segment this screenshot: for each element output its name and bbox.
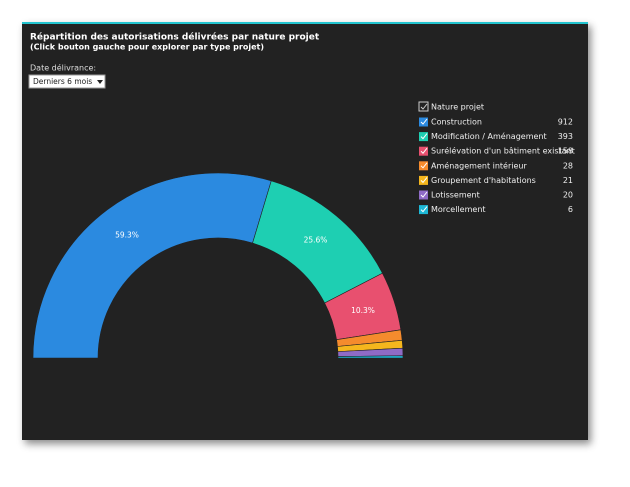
legend-title: Nature projet xyxy=(431,103,484,112)
slice-label: 10.3% xyxy=(351,306,375,315)
legend-value: 21 xyxy=(563,176,573,185)
dropdown-arrow xyxy=(97,80,103,84)
legend-label[interactable]: Surélévation d'un bâtiment existant xyxy=(431,146,575,156)
dropdown-box xyxy=(28,74,106,89)
legend-check xyxy=(420,191,428,198)
legend-label[interactable]: Groupement d'habitations xyxy=(431,176,536,185)
legend-checkbox[interactable] xyxy=(419,117,428,127)
slice-label: 59.3% xyxy=(115,231,139,240)
legend-value: 393 xyxy=(558,132,573,141)
slice-label: 25.6% xyxy=(304,236,328,245)
legend-value: 6 xyxy=(568,205,573,214)
panel-accent xyxy=(22,22,588,24)
filter-dropdown[interactable]: Derniers 6 mois xyxy=(28,74,106,89)
legend-value: 20 xyxy=(563,191,573,200)
legend-label[interactable]: Lotissement xyxy=(431,191,480,200)
slice[interactable] xyxy=(32,172,272,359)
legend-check xyxy=(420,147,428,154)
legend-value: 28 xyxy=(563,161,573,170)
legend-checkbox[interactable] xyxy=(419,146,428,156)
slice[interactable] xyxy=(337,355,404,359)
check xyxy=(420,103,428,110)
legend-check xyxy=(420,206,428,213)
legend-label[interactable]: Construction xyxy=(431,118,482,127)
legend-check xyxy=(420,133,428,140)
legend-check xyxy=(420,118,428,125)
dropdown-value: Derniers 6 mois xyxy=(33,77,92,86)
plot: 59.3% 25.6% 10.3% Construction 912 Modificati… xyxy=(32,117,575,359)
legend-checkbox[interactable] xyxy=(419,175,428,185)
legend-checkbox[interactable] xyxy=(419,190,428,200)
legend-check xyxy=(420,162,428,169)
filter-label: Date délivrance: xyxy=(30,63,96,73)
chart-title: Répartition des autorisations délivrées … xyxy=(30,32,320,43)
legend-value: 912 xyxy=(558,118,573,127)
legend-label[interactable]: Aménagement intérieur xyxy=(431,160,527,170)
chart-subtitle: (Click bouton gauche pour explorer par t… xyxy=(30,43,264,52)
legend-check xyxy=(420,177,428,184)
legend-label[interactable]: Morcellement xyxy=(431,205,486,214)
legend-checkbox[interactable] xyxy=(419,205,428,215)
legend-label[interactable]: Modification / Aménagement xyxy=(431,131,547,141)
legend-header-checkbox[interactable] xyxy=(418,101,429,112)
legend-value: 158 xyxy=(558,147,573,156)
legend-checkbox[interactable] xyxy=(419,132,428,142)
legend-checkbox[interactable] xyxy=(419,161,428,171)
